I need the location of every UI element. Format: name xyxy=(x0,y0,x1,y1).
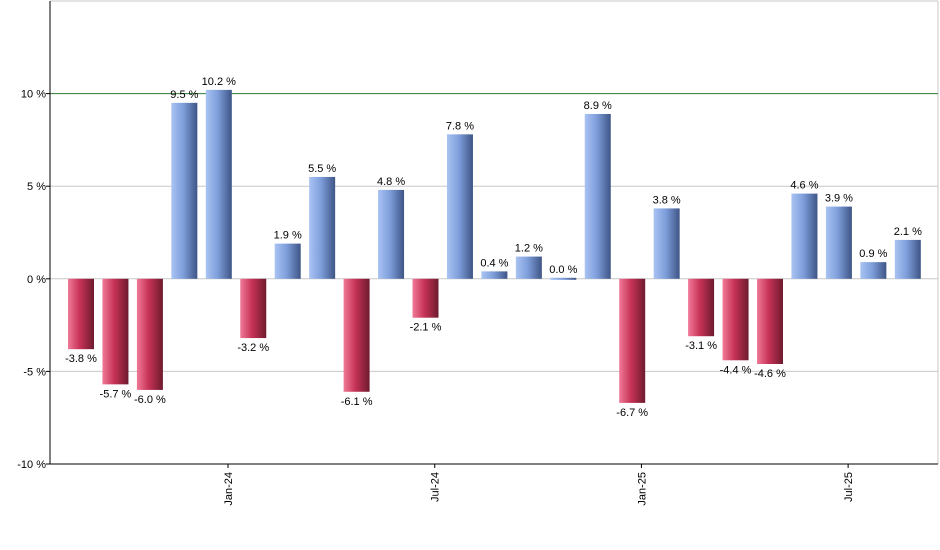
data-label: 3.9 % xyxy=(825,193,853,205)
bar xyxy=(68,278,94,350)
data-label: -2.1 % xyxy=(410,322,442,334)
bar xyxy=(412,278,439,318)
y-tick-label: 0 % xyxy=(27,274,46,286)
bar xyxy=(240,278,267,339)
data-label: 0.4 % xyxy=(480,257,508,269)
bar xyxy=(481,271,508,279)
data-label: 4.8 % xyxy=(377,176,405,188)
bar xyxy=(860,262,887,279)
bars xyxy=(68,89,921,403)
y-tick-label: 5 % xyxy=(27,181,46,193)
data-label: -3.8 % xyxy=(65,353,97,365)
data-label: -3.2 % xyxy=(237,342,269,354)
bar xyxy=(722,278,749,361)
bar xyxy=(825,206,852,279)
data-label: 4.6 % xyxy=(790,180,818,192)
data-label: -4.4 % xyxy=(720,364,752,376)
data-label: 5.5 % xyxy=(308,163,336,175)
bar xyxy=(550,277,577,280)
bar xyxy=(515,256,542,279)
data-label: 1.2 % xyxy=(515,243,543,255)
data-label: 0.9 % xyxy=(859,248,887,260)
y-axis-tick-labels: -10 % -5 % 0 % 5 % 10 % xyxy=(17,89,46,471)
data-label: -3.1 % xyxy=(685,340,717,352)
x-tick-label: Jul-25 xyxy=(843,472,855,502)
data-labels: -3.8 % -5.7 % -6.0 % 9.5 % 10.2 % -3.2 % 1.9 %… xyxy=(65,76,922,419)
bar xyxy=(688,278,715,337)
axes xyxy=(46,1,938,468)
bar xyxy=(619,278,646,403)
data-label: 9.5 % xyxy=(170,89,198,101)
bar xyxy=(102,278,129,385)
data-label: 3.8 % xyxy=(653,194,681,206)
bar xyxy=(136,278,163,390)
bar xyxy=(378,189,405,279)
bar xyxy=(309,176,336,279)
bar xyxy=(757,278,783,364)
bar xyxy=(653,208,680,279)
x-tick-label: Jan-24 xyxy=(223,472,235,506)
data-label: -6.0 % xyxy=(134,394,166,406)
data-label: -6.7 % xyxy=(616,407,648,419)
bar xyxy=(274,243,301,279)
bar xyxy=(791,193,818,279)
bar xyxy=(584,113,611,279)
x-axis-tick-labels: Jan-24 Jul-24 Jan-25 Jul-25 xyxy=(223,472,855,506)
data-label: 10.2 % xyxy=(202,76,236,88)
data-label: 0.0 % xyxy=(549,264,577,276)
bar xyxy=(171,102,198,279)
y-tick-label: -5 % xyxy=(23,366,46,378)
bar xyxy=(343,278,370,392)
x-tick-label: Jul-24 xyxy=(430,472,442,502)
data-label: 1.9 % xyxy=(274,230,302,242)
data-label: 2.1 % xyxy=(894,226,922,238)
data-label: -6.1 % xyxy=(341,396,373,408)
x-tick-label: Jan-25 xyxy=(636,472,648,506)
bar xyxy=(205,89,232,279)
y-tick-label: 10 % xyxy=(21,89,46,101)
y-tick-label: -10 % xyxy=(17,459,46,471)
bar xyxy=(894,239,921,279)
data-label: -5.7 % xyxy=(100,388,132,400)
bar xyxy=(446,134,473,279)
data-label: 7.8 % xyxy=(446,120,474,132)
data-label: 8.9 % xyxy=(584,100,612,112)
data-label: -4.6 % xyxy=(754,368,786,380)
